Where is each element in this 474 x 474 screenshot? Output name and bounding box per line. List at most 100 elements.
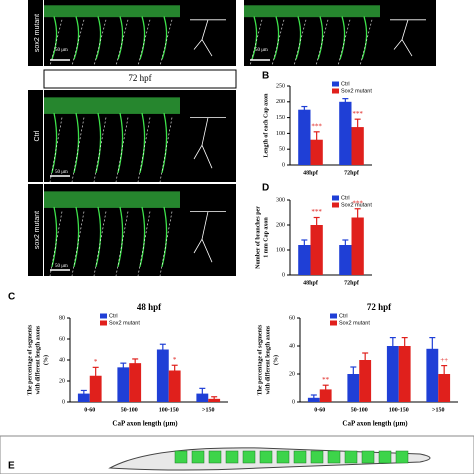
- row-label-box: [28, 90, 43, 182]
- axon: [139, 16, 146, 60]
- y-tick-label: 60: [289, 315, 295, 321]
- notochord: [44, 5, 180, 18]
- trace: [190, 211, 226, 263]
- legend-swatch: [332, 88, 339, 94]
- segment-line: [49, 211, 63, 277]
- somite: [208, 450, 222, 464]
- tracing: [180, 90, 236, 182]
- segment-line: [115, 117, 129, 183]
- trace: [190, 19, 226, 57]
- panel-letter: B: [262, 71, 269, 82]
- y-tick-label: 150: [276, 115, 285, 121]
- axon: [117, 16, 124, 60]
- y-axis-label: 1 mm Cap axon: [263, 217, 269, 258]
- y-tick-label: 50: [279, 147, 285, 153]
- axon: [51, 112, 58, 173]
- somite: [259, 450, 273, 464]
- y-axis-label: with different length axons: [265, 325, 271, 394]
- x-tick-label: 48hpf: [303, 280, 319, 286]
- legend-label: Ctrl: [341, 81, 350, 87]
- bar: [319, 389, 332, 402]
- somite: [276, 450, 290, 464]
- axon: [295, 16, 302, 60]
- legend-swatch: [332, 195, 339, 201]
- scale-bar: 50 μm: [255, 48, 268, 53]
- legend-label: Sox2 mutant: [341, 202, 372, 208]
- x-tick-label: 50-100: [351, 407, 368, 413]
- y-axis-label: (%): [272, 355, 279, 365]
- axon: [317, 16, 324, 60]
- y-tick-label: 40: [59, 357, 65, 363]
- segment-line: [137, 211, 151, 277]
- row-label: sox2 mutant: [34, 211, 41, 249]
- x-tick-label: 48hpf: [303, 170, 319, 176]
- y-tick-label: 200: [276, 99, 285, 105]
- x-tick-label: 0-60: [314, 407, 325, 413]
- axon: [339, 16, 346, 60]
- segment-line: [71, 117, 85, 183]
- y-tick-label: 0: [62, 399, 65, 405]
- somite: [361, 450, 375, 464]
- row-label-box: [28, 0, 43, 66]
- bar: [438, 374, 451, 402]
- y-tick-label: 20: [59, 378, 65, 384]
- axon: [73, 206, 80, 267]
- significance: ***: [352, 199, 363, 207]
- x-tick-label: 72hpf: [344, 280, 360, 286]
- chart-title: 48 hpf: [137, 302, 162, 312]
- legend-swatch: [332, 81, 339, 87]
- axon: [95, 112, 102, 173]
- significance: ++: [440, 356, 448, 364]
- bar: [156, 349, 169, 402]
- panel-letter: E: [8, 461, 15, 472]
- chart-title: 72 hpf: [367, 302, 392, 312]
- segment-line: [93, 211, 107, 277]
- bar: [339, 101, 352, 165]
- notochord: [44, 97, 180, 114]
- bar: [129, 363, 142, 402]
- axon: [161, 112, 168, 173]
- legend-label: Sox2 mutant: [339, 320, 370, 326]
- somite: [225, 450, 239, 464]
- axon: [161, 16, 168, 60]
- x-tick-label: 72hpf: [344, 170, 360, 176]
- somite: [191, 450, 205, 464]
- y-tick-label: 40: [289, 343, 295, 349]
- x-tick-label: 0-60: [84, 407, 95, 413]
- bar: [298, 109, 311, 165]
- axon: [95, 16, 102, 60]
- legend-swatch: [332, 202, 339, 208]
- legend-swatch: [330, 320, 337, 326]
- notochord: [44, 191, 180, 208]
- bar: [77, 393, 90, 402]
- segment-line: [137, 117, 151, 183]
- y-tick-label: 0: [282, 162, 285, 168]
- legend-label: Sox2 mutant: [109, 320, 140, 326]
- bar: [386, 346, 399, 402]
- bar: [89, 375, 102, 402]
- tracing: [380, 0, 436, 66]
- row-label-box: [28, 184, 43, 276]
- significance: ***: [311, 208, 322, 216]
- somite: [242, 450, 256, 464]
- somite: [327, 450, 341, 464]
- x-axis-label: CaP axon length (μm): [112, 420, 178, 428]
- y-tick-label: 0: [292, 399, 295, 405]
- row-label: Ctrl: [34, 130, 41, 141]
- y-tick-label: 20: [289, 371, 295, 377]
- axon: [139, 206, 146, 267]
- y-tick-label: 200: [276, 222, 285, 228]
- y-tick-label: 100: [276, 131, 285, 137]
- axon: [95, 206, 102, 267]
- significance: *: [94, 358, 98, 366]
- bar: [339, 245, 352, 275]
- somite: [395, 450, 409, 464]
- bar: [298, 245, 311, 275]
- tracing: [180, 0, 236, 66]
- significance: ***: [352, 110, 363, 118]
- bar: [347, 374, 360, 402]
- axon: [117, 206, 124, 267]
- axon: [73, 112, 80, 173]
